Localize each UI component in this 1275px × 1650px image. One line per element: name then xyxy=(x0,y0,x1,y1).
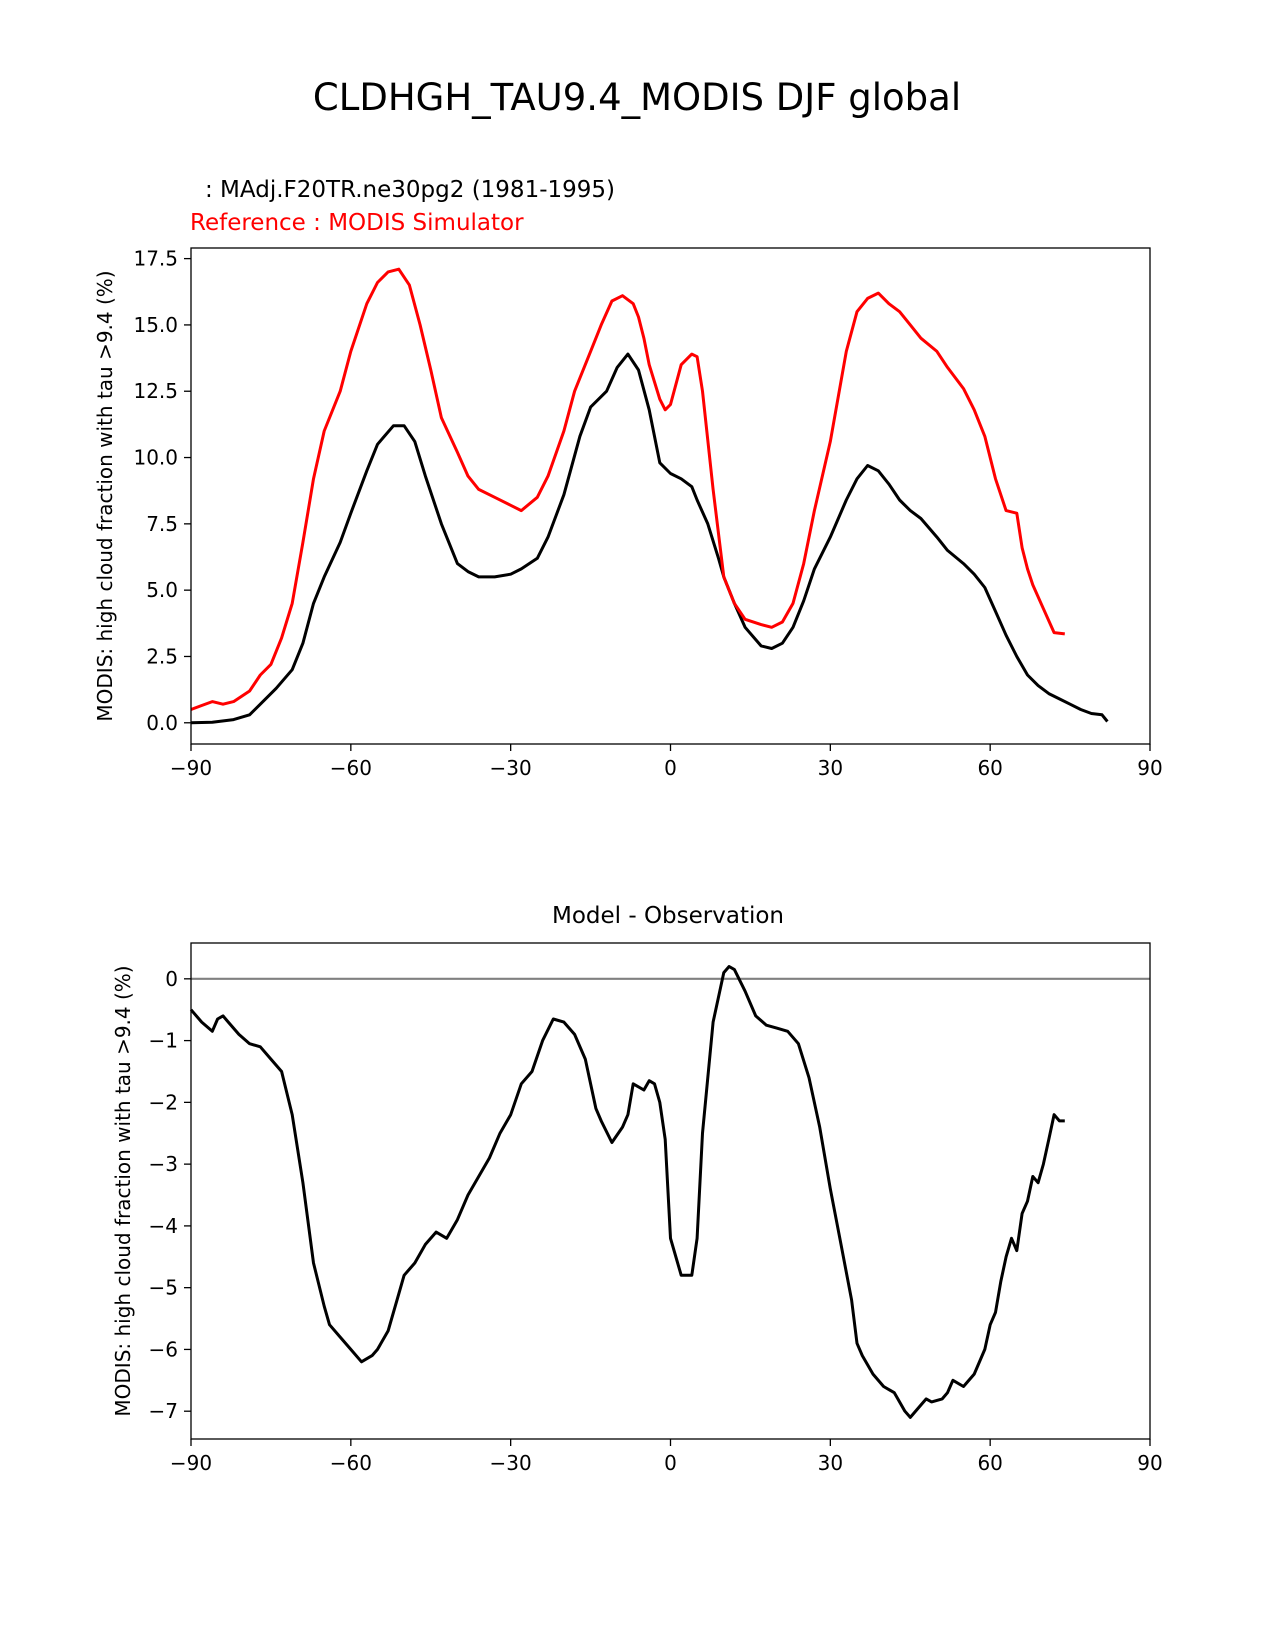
top-chart-y-tick-label: 15.0 xyxy=(133,313,178,337)
bottom-chart-x-tick-label: −30 xyxy=(490,1451,532,1475)
top-chart-axes: −90 −60 −30 0 30 60 90 0.0 2.5 5.0 7.5 10.0 12.5 15.0… xyxy=(133,247,1162,780)
top-chart-x-tick-label: 0 xyxy=(664,756,677,780)
bottom-chart-y-tick-label: −1 xyxy=(149,1029,178,1053)
top-chart-frame xyxy=(190,247,1151,745)
bottom-chart-panel: Model - Observation −90 −60 −30 0 30 60 900−1−… xyxy=(111,903,1163,1475)
top-chart-y-tick-label: 17.5 xyxy=(133,247,178,271)
bottom-chart-y-tick-label: −4 xyxy=(149,1214,178,1238)
bottom-chart-y-tick-label: −5 xyxy=(149,1276,178,1300)
bottom-chart-y-tick-label: −3 xyxy=(149,1152,178,1176)
top-chart-x-tick-label: 90 xyxy=(1137,756,1162,780)
bottom-chart-title: Model - Observation xyxy=(552,903,784,929)
bottom-chart-x-tick-label: −90 xyxy=(170,1451,212,1475)
top-chart-x-tick-label: −90 xyxy=(170,756,212,780)
bottom-chart-y-tick-label: −2 xyxy=(149,1090,178,1114)
bottom-chart-frame xyxy=(190,942,1151,1440)
top-chart-x-tick-label: −60 xyxy=(330,756,372,780)
top-chart-y-tick-label: 0.0 xyxy=(146,711,178,735)
top-chart-y-axis-label: MODIS: high cloud fraction with tau >9.4… xyxy=(93,270,117,721)
bottom-chart-axes: −90 −60 −30 0 30 60 90 0 −1 −2 −3 −4 −5 −6 −7 xyxy=(149,967,1163,1475)
bottom-chart-y-tick-label: −7 xyxy=(149,1399,178,1423)
bottom-chart-y-tick-label: −6 xyxy=(149,1337,178,1361)
bottom-chart-x-tick-label: 60 xyxy=(977,1451,1002,1475)
top-chart-y-tick-label: 10.0 xyxy=(133,446,178,470)
figure-suptitle: CLDHGH_TAU9.4_MODIS DJF global xyxy=(313,76,961,119)
top-chart-series xyxy=(190,267,1109,725)
top-chart-y-tick-label: 2.5 xyxy=(146,644,178,668)
bottom-chart-series-difference xyxy=(189,965,1065,1419)
top-chart-y-tick-label: 5.0 xyxy=(146,578,178,602)
bottom-chart-x-tick-label: 0 xyxy=(664,1451,677,1475)
bottom-chart-x-tick-label: −60 xyxy=(330,1451,372,1475)
bottom-chart-x-tick-label: 30 xyxy=(818,1451,843,1475)
top-chart-series-reference xyxy=(190,267,1065,711)
test-case-label: : MAdj.F20TR.ne30pg2 (1981-1995) xyxy=(205,177,615,203)
top-chart-panel: : MAdj.F20TR.ne30pg2 (1981-1995) Referen… xyxy=(93,177,1163,780)
top-chart-x-tick-label: −30 xyxy=(490,756,532,780)
top-chart-x-tick-label: 60 xyxy=(977,756,1002,780)
bottom-chart-y-tick-label: 0 xyxy=(165,967,178,991)
top-chart-series-test xyxy=(190,352,1109,725)
bottom-chart-y-axis-label: MODIS: high cloud fraction with tau >9.4… xyxy=(111,965,135,1416)
reference-case-label: Reference : MODIS Simulator xyxy=(190,210,524,236)
top-chart-y-tick-label: 7.5 xyxy=(146,512,178,536)
top-chart-y-tick-label: 12.5 xyxy=(133,379,178,403)
bottom-chart-series xyxy=(189,965,1150,1419)
bottom-chart-x-tick-label: 90 xyxy=(1137,1451,1162,1475)
top-chart-x-tick-label: 30 xyxy=(818,756,843,780)
